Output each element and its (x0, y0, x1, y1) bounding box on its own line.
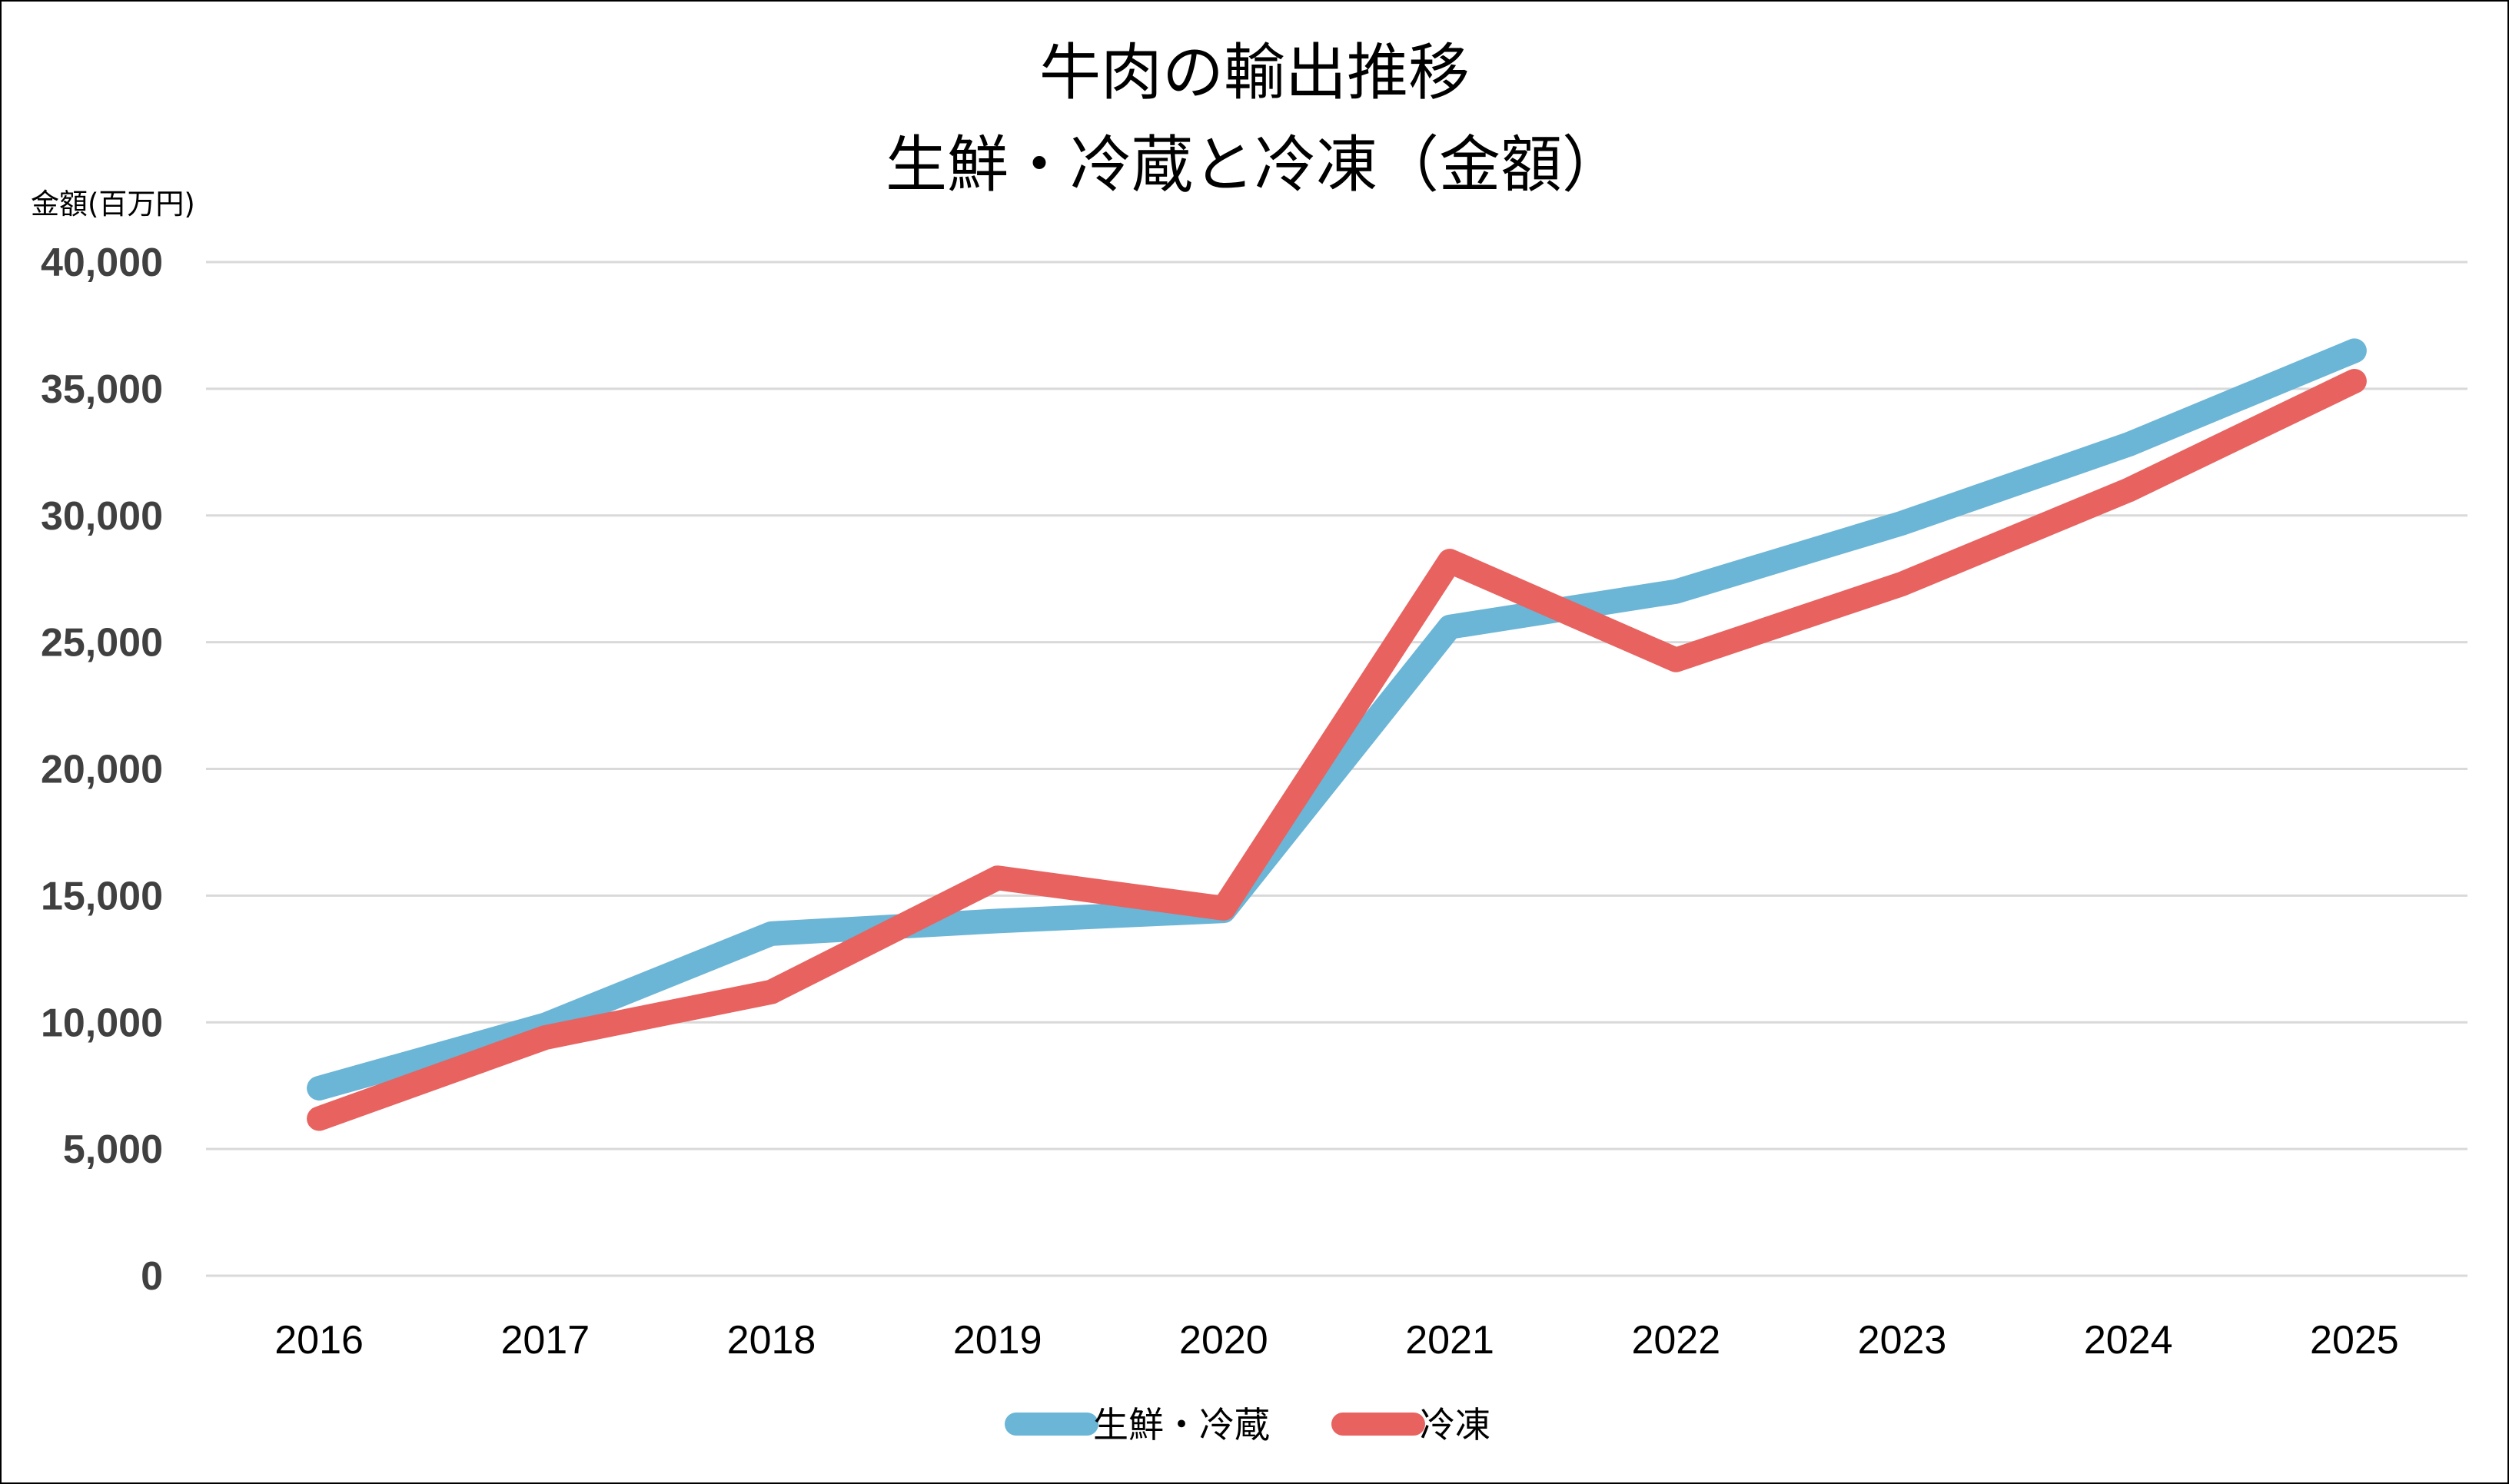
data-point (318, 1087, 320, 1089)
x-tick-label: 2017 (500, 1318, 590, 1363)
data-point (544, 1037, 546, 1038)
y-tick-label: 20,000 (41, 748, 163, 792)
legend-label-2: 冷凍 (1420, 1404, 1490, 1446)
chart-title-line-1: 牛肉の輸出推移 (1039, 37, 1470, 108)
chart-title-line-2: 生鮮・冷蔵と冷凍（金額） (886, 129, 1623, 201)
y-tick-label: 15,000 (41, 874, 163, 918)
legend-label-1: 生鮮・冷蔵 (1093, 1404, 1270, 1446)
y-axis-ticks: 0 5,000 10,000 15,000 20,000 25,000 30,000 35,0… (41, 241, 163, 1299)
x-tick-label: 2023 (1858, 1318, 1947, 1363)
data-point (771, 933, 772, 935)
y-tick-label: 40,000 (41, 241, 163, 285)
series-line-2 (307, 368, 2367, 1131)
x-tick-label: 2020 (1179, 1318, 1268, 1363)
data-point (1449, 560, 1451, 562)
y-tick-label: 30,000 (41, 494, 163, 539)
x-tick-label: 2024 (2084, 1318, 2173, 1363)
series-line-1 (307, 338, 2367, 1101)
x-tick-label: 2016 (274, 1318, 364, 1363)
y-tick-label: 10,000 (41, 1001, 163, 1045)
x-tick-label: 2022 (1631, 1318, 1720, 1363)
y-tick-label: 35,000 (41, 367, 163, 412)
data-point (1902, 583, 1903, 585)
x-tick-label: 2021 (1405, 1318, 1494, 1363)
data-point (771, 991, 772, 993)
y-tick-label: 5,000 (63, 1127, 163, 1172)
x-tick-label: 2018 (727, 1318, 816, 1363)
data-point (1675, 591, 1677, 593)
x-tick-label: 2019 (953, 1318, 1042, 1363)
legend: 生鮮・冷蔵 冷凍 (1005, 1404, 1490, 1446)
series-lines (307, 338, 2367, 1131)
y-axis-unit-label: 金額(百万円) (31, 188, 195, 221)
data-point (1449, 626, 1451, 628)
data-point (318, 1118, 320, 1120)
chart-title: 牛肉の輸出推移 生鮮・冷蔵と冷凍（金額） (886, 37, 1623, 201)
x-tick-label: 2025 (2310, 1318, 2399, 1363)
x-axis-ticks: 2016 2017 2018 2019 2020 2021 2022 2023 2024 2025 (274, 1318, 2398, 1363)
y-tick-label: 25,000 (41, 621, 163, 666)
y-tick-label: 0 (141, 1254, 163, 1299)
data-point (1675, 659, 1677, 661)
